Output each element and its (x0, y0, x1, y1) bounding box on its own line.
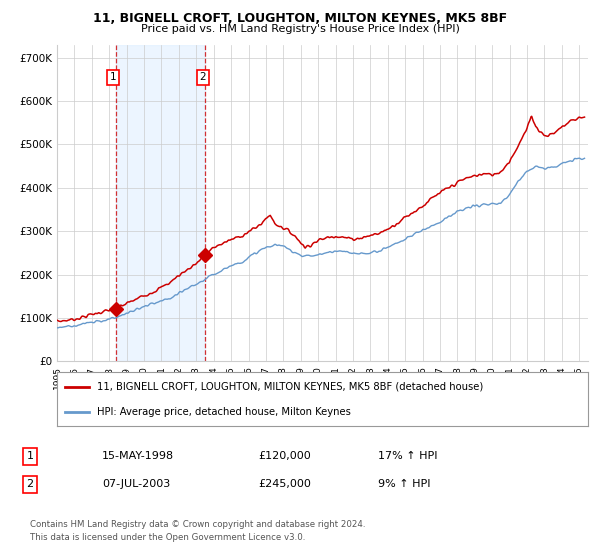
Text: 9% ↑ HPI: 9% ↑ HPI (378, 479, 431, 489)
Text: 07-JUL-2003: 07-JUL-2003 (102, 479, 170, 489)
Text: 1: 1 (26, 451, 34, 461)
Text: Price paid vs. HM Land Registry's House Price Index (HPI): Price paid vs. HM Land Registry's House … (140, 24, 460, 34)
Text: HPI: Average price, detached house, Milton Keynes: HPI: Average price, detached house, Milt… (97, 407, 350, 417)
Text: This data is licensed under the Open Government Licence v3.0.: This data is licensed under the Open Gov… (30, 533, 305, 542)
Text: Contains HM Land Registry data © Crown copyright and database right 2024.: Contains HM Land Registry data © Crown c… (30, 520, 365, 529)
Text: 1: 1 (110, 72, 116, 82)
Text: 11, BIGNELL CROFT, LOUGHTON, MILTON KEYNES, MK5 8BF (detached house): 11, BIGNELL CROFT, LOUGHTON, MILTON KEYN… (97, 382, 483, 392)
Text: £245,000: £245,000 (258, 479, 311, 489)
Bar (116, 45, 205, 361)
Text: £120,000: £120,000 (258, 451, 311, 461)
Text: 11, BIGNELL CROFT, LOUGHTON, MILTON KEYNES, MK5 8BF: 11, BIGNELL CROFT, LOUGHTON, MILTON KEYN… (93, 12, 507, 25)
Text: 17% ↑ HPI: 17% ↑ HPI (378, 451, 437, 461)
Text: 2: 2 (199, 72, 206, 82)
Text: 2: 2 (26, 479, 34, 489)
Text: 15-MAY-1998: 15-MAY-1998 (102, 451, 174, 461)
